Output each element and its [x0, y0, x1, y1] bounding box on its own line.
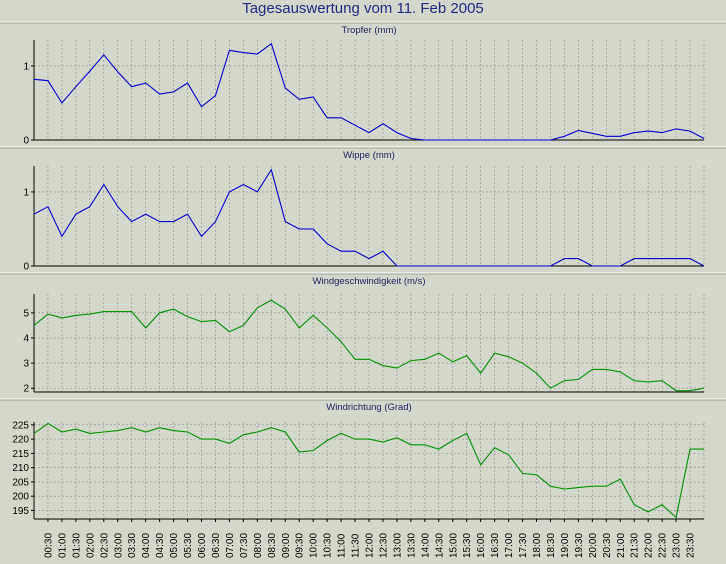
- x-tick-label: 20:30: [602, 533, 613, 558]
- x-tick-label: 14:30: [434, 533, 445, 558]
- x-tick-label: 13:00: [392, 533, 403, 558]
- x-tick-label: 20:00: [588, 533, 599, 558]
- x-tick-label: 05:00: [169, 533, 180, 558]
- x-tick-label: 16:00: [476, 533, 487, 558]
- x-tick-label: 05:30: [183, 533, 194, 558]
- panel-1-title: Wippe (mm): [343, 150, 395, 161]
- panel-3-ytick-label: 210: [12, 463, 29, 474]
- x-tick-label: 12:30: [378, 533, 389, 558]
- x-tick-label: 22:00: [644, 533, 655, 558]
- panel-2-ytick-label: 3: [23, 359, 29, 370]
- x-tick-label: 19:30: [574, 533, 585, 558]
- x-tick-label: 07:30: [239, 533, 250, 558]
- panel-2-ytick-label: 2: [23, 384, 29, 395]
- x-tick-label: 19:00: [560, 533, 571, 558]
- x-tick-label: 04:00: [141, 533, 152, 558]
- x-tick-label: 07:00: [225, 533, 236, 558]
- x-tick-label: 15:30: [462, 533, 473, 558]
- x-tick-label: 23:30: [686, 533, 697, 558]
- panel-3-ytick-label: 220: [12, 435, 29, 446]
- x-tick-label: 02:30: [99, 533, 110, 558]
- x-tick-label: 06:30: [211, 533, 222, 558]
- x-tick-label: 18:30: [546, 533, 557, 558]
- panel-3-title: Windrichtung (Grad): [326, 402, 412, 413]
- x-tick-label: 10:30: [323, 533, 334, 558]
- x-tick-label: 02:00: [85, 533, 96, 558]
- x-tick-label: 17:00: [504, 533, 515, 558]
- x-tick-label: 08:30: [267, 533, 278, 558]
- x-tick-label: 11:00: [337, 533, 348, 558]
- x-tick-label: 16:30: [490, 533, 501, 558]
- panel-3-ytick-label: 215: [12, 449, 29, 460]
- x-tick-label: 14:00: [420, 533, 431, 558]
- x-tick-label: 13:30: [406, 533, 417, 558]
- x-tick-label: 03:30: [127, 533, 138, 558]
- x-tick-label: 12:00: [365, 533, 376, 558]
- panel-1-ytick-label: 1: [23, 187, 29, 198]
- x-tick-label: 21:30: [630, 533, 641, 558]
- x-tick-label: 04:30: [155, 533, 166, 558]
- panel-1-series-line: [33, 168, 705, 267]
- x-tick-label: 01:00: [57, 533, 68, 558]
- panel-3-ytick-label: 200: [12, 492, 29, 503]
- panel-0-ytick-label: 1: [23, 61, 29, 72]
- panel-2-series-line: [33, 299, 705, 392]
- x-tick-label: 21:00: [616, 533, 627, 558]
- panel-0-ytick-label: 0: [23, 136, 29, 147]
- panel-3-ytick-label: 195: [12, 506, 29, 517]
- x-tick-label: 17:30: [518, 533, 529, 558]
- x-tick-label: 09:30: [295, 533, 306, 558]
- panel-3-ytick-label: 205: [12, 477, 29, 488]
- x-tick-label: 23:00: [672, 533, 683, 558]
- panel-2-ytick-label: 5: [23, 308, 29, 319]
- x-tick-label: 06:00: [197, 533, 208, 558]
- x-tick-label: 00:30: [43, 533, 54, 558]
- x-tick-label: 10:00: [309, 533, 320, 558]
- x-tick-label: 15:00: [448, 533, 459, 558]
- x-tick-label: 03:00: [113, 533, 124, 558]
- panel-3-ytick-label: 225: [12, 420, 29, 431]
- panel-3-series-line: [33, 422, 704, 519]
- panel-2-title: Windgeschwindigkeit (m/s): [313, 276, 426, 287]
- panel-0-title: Tropfer (mm): [341, 25, 396, 36]
- panel-2-ytick-label: 4: [23, 333, 29, 344]
- page-title: Tagesauswertung vom 11. Feb 2005: [242, 0, 484, 17]
- panel-0-series-line: [33, 42, 705, 141]
- x-tick-label: 22:30: [658, 533, 669, 558]
- x-tick-label: 09:00: [281, 533, 292, 558]
- x-tick-label: 11:30: [351, 533, 362, 558]
- x-tick-label: 18:00: [532, 533, 543, 558]
- x-tick-label: 01:30: [71, 533, 82, 558]
- x-tick-label: 08:00: [253, 533, 264, 558]
- panel-1-ytick-label: 0: [23, 262, 29, 273]
